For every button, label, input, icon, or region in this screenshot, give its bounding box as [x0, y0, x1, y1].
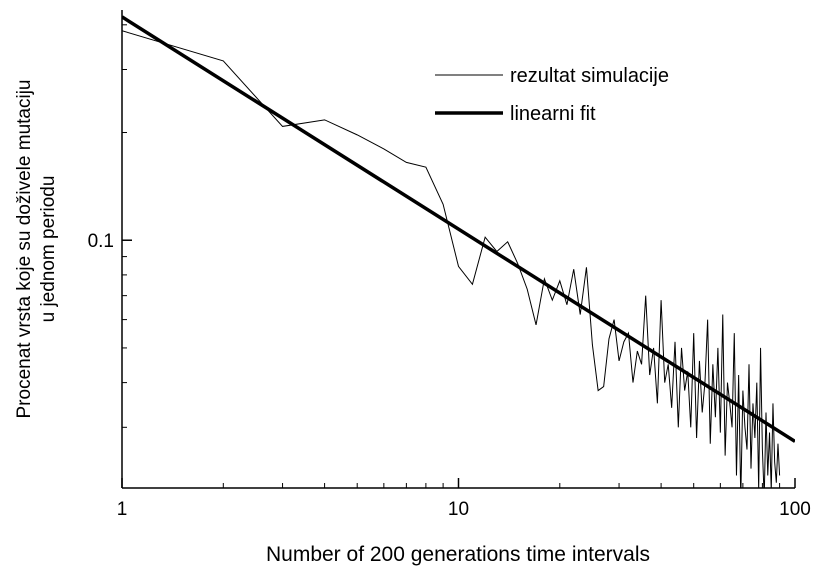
legend: rezultat simulacije linearni fit — [435, 65, 669, 125]
y-axis-label: Procenat vrsta koje su doživele mutaciju… — [14, 80, 59, 419]
x-tick-label: 1 — [117, 499, 128, 520]
x-tick-label: 10 — [448, 499, 469, 520]
y-axis-label-line: Procenat vrsta koje su doživele mutaciju — [14, 80, 35, 419]
legend-label: rezultat simulacije — [510, 65, 669, 87]
data-line — [122, 15, 795, 443]
x-axis-label: Number of 200 generations time intervals — [266, 543, 650, 566]
data-line — [122, 30, 781, 488]
legend-label: linearni fit — [510, 103, 596, 125]
y-axis-label-line: u jednom periodu — [38, 176, 59, 323]
plot-area — [122, 15, 795, 488]
y-tick-label: 0.1 — [88, 231, 114, 252]
x-tick-label: 100 — [779, 499, 811, 520]
